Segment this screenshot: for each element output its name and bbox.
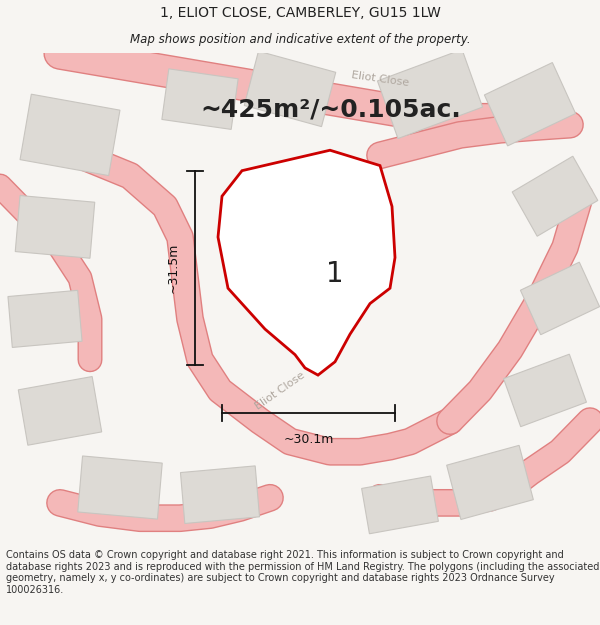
Polygon shape (520, 262, 599, 335)
Polygon shape (282, 215, 378, 301)
Polygon shape (484, 62, 575, 146)
Text: Eliot Close: Eliot Close (350, 69, 409, 88)
Polygon shape (446, 446, 533, 519)
Polygon shape (512, 156, 598, 236)
Polygon shape (78, 456, 162, 519)
Text: ~31.5m: ~31.5m (167, 242, 180, 293)
Polygon shape (18, 376, 102, 445)
Text: Contains OS data © Crown copyright and database right 2021. This information is : Contains OS data © Crown copyright and d… (6, 550, 599, 595)
Polygon shape (181, 466, 260, 524)
Text: 1, ELIOT CLOSE, CAMBERLEY, GU15 1LW: 1, ELIOT CLOSE, CAMBERLEY, GU15 1LW (160, 6, 440, 20)
Polygon shape (20, 94, 120, 176)
Text: Eliot Close: Eliot Close (253, 369, 307, 411)
Polygon shape (362, 476, 439, 534)
Text: 1: 1 (326, 260, 343, 288)
Polygon shape (15, 196, 95, 258)
Polygon shape (377, 49, 482, 139)
Polygon shape (8, 290, 82, 348)
Text: ~30.1m: ~30.1m (283, 433, 334, 446)
Text: ~425m²/~0.105ac.: ~425m²/~0.105ac. (200, 98, 461, 121)
Text: Map shows position and indicative extent of the property.: Map shows position and indicative extent… (130, 33, 470, 46)
Polygon shape (503, 354, 586, 427)
Polygon shape (162, 69, 238, 129)
Polygon shape (244, 51, 336, 127)
Polygon shape (218, 150, 395, 375)
